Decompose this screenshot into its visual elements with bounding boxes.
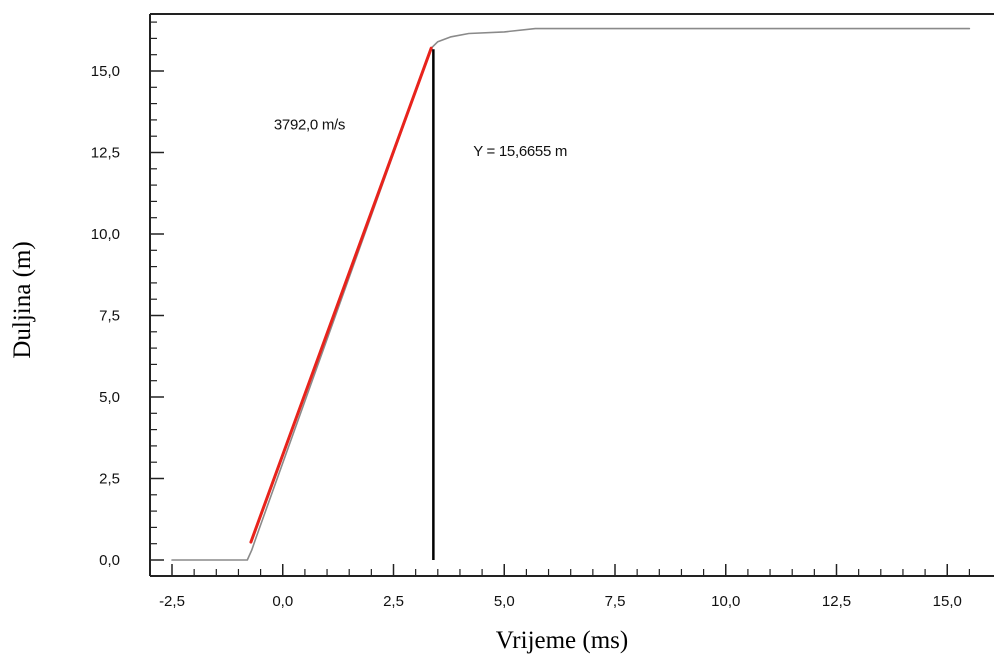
axes: 0,0 2,5 5,0 7,5 10,0 12,5 15,0 -2,5 0,0 2,5 5,0 7,5… bbox=[91, 13, 994, 610]
series-layer bbox=[171, 27, 971, 561]
y-tick-label: 15,0 bbox=[91, 63, 120, 80]
x-axis-title: Vrijeme (ms) bbox=[496, 627, 628, 654]
x-tick-label: 7,5 bbox=[605, 593, 626, 610]
slope-annotation: 3792,0 m/s bbox=[274, 117, 345, 134]
x-tick-label: 10,0 bbox=[711, 593, 740, 610]
y-tick-label: 7,5 bbox=[99, 308, 120, 325]
x-tick-label: 5,0 bbox=[494, 593, 515, 610]
x-tick-label: 12,5 bbox=[822, 593, 851, 610]
x-tick-label: -2,5 bbox=[159, 593, 185, 610]
y-tick-label: 2,5 bbox=[99, 471, 120, 488]
y-tick-label: 12,5 bbox=[91, 145, 120, 162]
y-tick-label: 0,0 bbox=[99, 552, 120, 569]
x-tick-label: 2,5 bbox=[383, 593, 404, 610]
y-tick-label: 5,0 bbox=[99, 389, 120, 406]
x-tick-label: 15,0 bbox=[933, 593, 962, 610]
fit-line bbox=[249, 46, 433, 544]
y-tick-label: 10,0 bbox=[91, 226, 120, 243]
y-value-annotation: Y = 15,6655 m bbox=[473, 143, 567, 160]
annotations: 3792,0 m/s Y = 15,6655 m bbox=[274, 117, 567, 160]
distance-series bbox=[171, 27, 971, 561]
x-tick-label: 0,0 bbox=[272, 593, 293, 610]
y-axis-title: Duljina (m) bbox=[9, 241, 36, 358]
